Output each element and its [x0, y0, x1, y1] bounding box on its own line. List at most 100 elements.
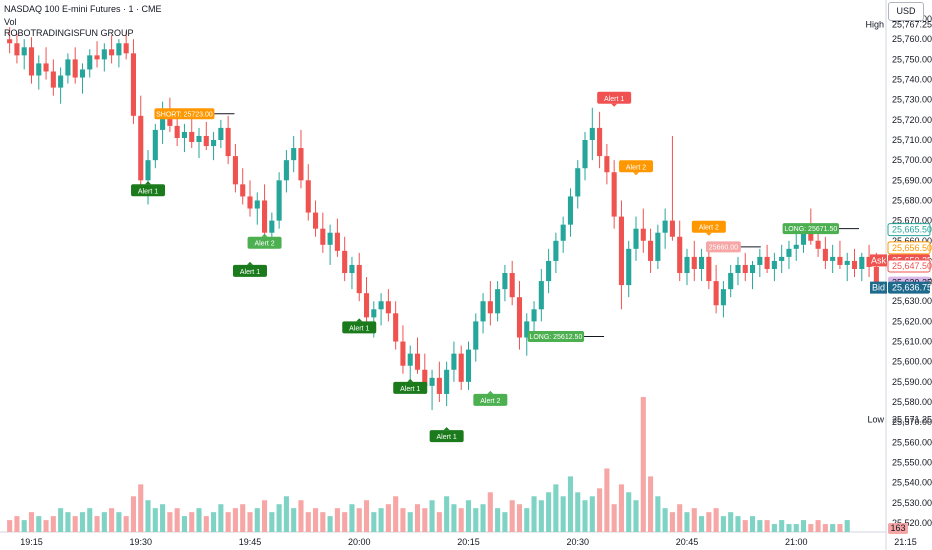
candle-body: [458, 353, 464, 382]
price-tag-side: [870, 254, 887, 267]
candle-body: [786, 248, 792, 257]
candle-body: [844, 260, 850, 265]
candle-body: [305, 180, 311, 213]
alert-marker[interactable]: [342, 321, 377, 334]
alert-marker[interactable]: [247, 236, 282, 249]
candle-body: [495, 289, 501, 314]
volume-bar: [371, 512, 377, 532]
candle-body: [749, 264, 756, 274]
candle-body: [240, 184, 246, 197]
candle-body: [830, 256, 836, 261]
candle-body: [385, 301, 391, 314]
alert-marker[interactable]: [429, 430, 464, 443]
symbol-title[interactable]: NASDAQ 100 E-mini Futures · 1 · CME: [4, 4, 162, 14]
candle-body: [7, 39, 13, 44]
candle-body: [691, 256, 697, 269]
volume-bar: [7, 520, 13, 532]
position-label[interactable]: [527, 331, 585, 342]
volume-bar: [189, 512, 195, 532]
volume-bar: [502, 512, 508, 532]
y-tick-label: 25,610.00: [892, 337, 932, 347]
alert-marker[interactable]: [691, 220, 726, 233]
y-tick-label: 25,630.00: [892, 296, 932, 306]
volume-bar: [130, 496, 137, 532]
x-tick-label: 19:45: [239, 537, 262, 547]
y-tick-label: 25,660.00: [892, 236, 932, 246]
alert-marker[interactable]: [473, 393, 508, 406]
candle-body: [662, 220, 668, 233]
x-tick-label: 21:00: [785, 537, 808, 547]
position-label[interactable]: [154, 108, 215, 120]
candle-body: [203, 135, 209, 147]
volume-indicator-label[interactable]: Vol: [4, 17, 17, 27]
volume-bar: [218, 504, 224, 532]
volume-bar: [79, 512, 86, 532]
candle-body: [793, 244, 799, 249]
volume-bar: [844, 520, 850, 532]
volume-bar: [458, 508, 464, 532]
alert-marker[interactable]: [232, 264, 267, 277]
candle-body: [65, 59, 71, 76]
y-tick-label: 25,550.00: [892, 457, 932, 467]
volume-bar: [43, 520, 49, 532]
y-tick-label: 25,740.00: [892, 75, 932, 85]
alert-marker[interactable]: [131, 184, 166, 197]
candle-body: [363, 293, 370, 318]
y-tick-label: 25,700.00: [892, 155, 932, 165]
position-label[interactable]: [782, 223, 840, 235]
candle-body: [312, 212, 319, 229]
position-label-text: LONG: 25671.50: [784, 226, 837, 233]
position-label-text: SHORT: 25723.00: [156, 111, 213, 118]
volume-bar: [327, 516, 333, 532]
candle-body: [866, 256, 872, 267]
alert-marker[interactable]: [619, 160, 654, 173]
currency-button[interactable]: USD: [888, 2, 924, 21]
x-tick-label: 20:45: [676, 537, 699, 547]
volume-bar: [465, 500, 472, 532]
position-label[interactable]: [706, 241, 741, 253]
volume-bar: [196, 508, 202, 532]
price-tag: [887, 223, 931, 237]
indicator-name[interactable]: ROBOTRADINGISFUN GROUP: [4, 28, 134, 38]
volume-bar: [808, 524, 814, 532]
candle-body: [14, 43, 20, 56]
candle-body: [604, 156, 610, 173]
alert-pointer: [633, 172, 640, 176]
volume-bar: [393, 496, 399, 532]
volume-bar: [699, 516, 705, 532]
candle-body: [152, 129, 158, 161]
candle-body: [480, 301, 486, 322]
candle-body: [742, 264, 748, 274]
alert-pointer: [356, 318, 363, 322]
volume-bar: [116, 512, 122, 532]
price-tag-value: 25,665.50: [892, 225, 932, 235]
volume-bar: [648, 476, 654, 532]
volume-bar: [633, 500, 639, 532]
candle-body: [509, 273, 515, 298]
alert-marker[interactable]: [393, 381, 428, 394]
y-tick-label: 25,760.00: [892, 34, 932, 44]
candle-body: [822, 248, 828, 261]
candle-body: [262, 200, 268, 233]
candle-body: [655, 232, 661, 261]
candle-body: [728, 273, 734, 290]
candle-body: [720, 289, 726, 306]
volume-bar: [36, 516, 42, 532]
candle-body: [706, 256, 712, 282]
price-tag-side-label: Bid: [872, 283, 885, 293]
volume-bar: [240, 504, 246, 532]
volume-bar: [728, 512, 734, 532]
volume-bar: [181, 516, 187, 532]
price-tag-side-label: High: [865, 20, 884, 30]
volume-bar: [706, 512, 712, 532]
candle-body: [633, 228, 639, 249]
price-tag-side: [870, 281, 887, 294]
volume-bar: [793, 524, 799, 532]
candle-body: [189, 131, 195, 143]
candle-body: [815, 240, 821, 249]
candle-body: [334, 232, 340, 251]
volume-bar: [378, 508, 384, 532]
alert-marker[interactable]: [597, 91, 632, 104]
candle-body: [43, 63, 49, 72]
